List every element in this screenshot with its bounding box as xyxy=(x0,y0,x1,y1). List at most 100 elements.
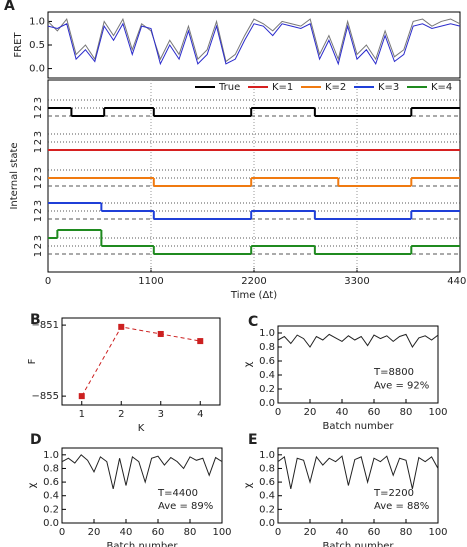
x-tick-label: 40 xyxy=(336,527,349,538)
x-tick-label: 3300 xyxy=(344,276,369,287)
y-tick-label: 0.5 xyxy=(29,40,45,51)
data-line xyxy=(61,454,223,490)
y-tick-label: 0.0 xyxy=(29,64,45,75)
y-tick-label: 1.0 xyxy=(43,450,59,461)
state-tick-label: 2 xyxy=(33,208,44,214)
legend-label: K=3 xyxy=(378,82,399,93)
annotation: T=4400 xyxy=(157,488,198,499)
x-tick-label: 60 xyxy=(152,527,165,538)
x-tick-label: 40 xyxy=(336,407,349,418)
x-tick-label: 100 xyxy=(428,527,447,538)
y-tick-label: 0.8 xyxy=(259,342,275,353)
state-tick-label: 1 xyxy=(33,183,44,189)
legend-label: K=2 xyxy=(325,82,346,93)
x-tick-label: 80 xyxy=(400,527,413,538)
x-tick-label: 20 xyxy=(304,407,317,418)
data-point xyxy=(157,330,164,337)
x-axis-label: Batch number xyxy=(323,421,395,432)
x-axis-label: Batch number xyxy=(323,541,395,547)
x-tick-label: 20 xyxy=(88,527,101,538)
y-tick-label: 1.0 xyxy=(259,450,275,461)
state-tick-label: 3 xyxy=(33,167,44,173)
y-tick-label: 0.0 xyxy=(43,518,59,529)
y-tick-label: 0.6 xyxy=(259,356,275,367)
panel-label: D xyxy=(30,432,42,448)
x-tick-label: 80 xyxy=(184,527,197,538)
data-line xyxy=(47,17,461,63)
x-tick-label: 3 xyxy=(158,409,164,420)
x-tick-label: 0 xyxy=(275,527,281,538)
x-tick-label: 60 xyxy=(368,407,381,418)
data-point xyxy=(78,393,85,400)
panel-label: A xyxy=(4,0,15,14)
x-tick-label: 40 xyxy=(120,527,133,538)
x-tick-label: 1100 xyxy=(138,276,163,287)
state-tick-label: 3 xyxy=(33,235,44,241)
data-line xyxy=(47,22,461,66)
y-tick-label: 0.4 xyxy=(259,491,275,502)
plot-frame xyxy=(47,11,461,79)
plot-frame xyxy=(277,447,439,524)
x-tick-label: 0 xyxy=(59,527,65,538)
annotation: Ave = 88% xyxy=(374,501,429,512)
y-axis-label: χ xyxy=(243,482,254,488)
annotation: T=8800 xyxy=(373,367,414,378)
y-axis-label: FRET xyxy=(13,32,24,58)
x-tick-label: 100 xyxy=(212,527,231,538)
x-tick-label: 4 xyxy=(197,409,203,420)
y-tick-label: 0.2 xyxy=(259,504,275,515)
annotation: T=2200 xyxy=(373,488,414,499)
y-tick-label: 0.0 xyxy=(259,398,275,409)
y-tick-label: 0.2 xyxy=(43,504,59,515)
data-line xyxy=(81,326,201,397)
x-tick-label: 20 xyxy=(304,527,317,538)
state-tick-label: 1 xyxy=(33,113,44,119)
x-tick-label: 2 xyxy=(118,409,124,420)
y-tick-label: 0.4 xyxy=(43,491,59,502)
annotation: Ave = 89% xyxy=(158,501,213,512)
y-tick-label: −851 xyxy=(32,320,59,331)
y-tick-label: 0.8 xyxy=(259,463,275,474)
x-tick-label: 2200 xyxy=(241,276,266,287)
y-tick-label: 0.4 xyxy=(259,370,275,381)
state-tick-label: 1 xyxy=(33,251,44,257)
state-tick-label: 2 xyxy=(33,175,44,181)
x-tick-label: 1 xyxy=(79,409,85,420)
state-tick-label: 3 xyxy=(33,131,44,137)
x-tick-label: 100 xyxy=(428,407,447,418)
plot-frame xyxy=(61,317,221,406)
x-tick-label: 60 xyxy=(368,527,381,538)
y-axis-label: χ xyxy=(27,482,38,488)
x-axis-label: K xyxy=(138,423,145,434)
panel-label: B xyxy=(30,312,41,328)
x-tick-label: 0 xyxy=(275,407,281,418)
x-axis-label: Batch number xyxy=(107,541,179,547)
y-tick-label: 1.0 xyxy=(259,328,275,339)
data-line xyxy=(277,333,439,348)
state-tick-label: 3 xyxy=(33,97,44,103)
legend-label: True xyxy=(218,82,240,93)
y-tick-label: 0.2 xyxy=(259,384,275,395)
state-tick-label: 2 xyxy=(33,139,44,145)
state-tick-label: 1 xyxy=(33,216,44,222)
annotation: Ave = 92% xyxy=(374,380,429,391)
state-tick-label: 1 xyxy=(33,147,44,153)
y-axis-label: χ xyxy=(243,361,254,367)
plot-frame xyxy=(61,447,223,524)
state-tick-label: 2 xyxy=(33,105,44,111)
x-tick-label: 4400 xyxy=(447,276,467,287)
panel-label: E xyxy=(248,432,258,448)
data-point xyxy=(197,338,204,345)
y-axis-label: F xyxy=(27,358,38,364)
y-tick-label: 0.0 xyxy=(259,518,275,529)
state-tick-label: 3 xyxy=(33,200,44,206)
x-tick-label: 80 xyxy=(400,407,413,418)
y-tick-label: 0.6 xyxy=(259,477,275,488)
legend-label: K=4 xyxy=(431,82,452,93)
plot-frame xyxy=(277,325,439,404)
y-tick-label: −855 xyxy=(32,391,59,402)
y-tick-label: 0.6 xyxy=(43,477,59,488)
y-axis-label: Internal state xyxy=(9,142,20,209)
x-axis-label: Time (Δt) xyxy=(230,290,277,301)
